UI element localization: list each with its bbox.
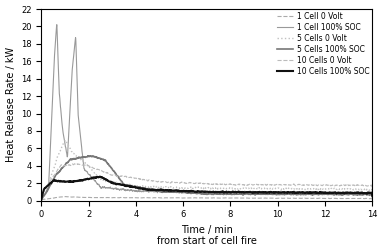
1 Cell 0 Volt (370, 198, 375, 201)
5 Cells 100% SOC (300, 193, 304, 196)
5 Cells 100% SOC (360, 194, 365, 197)
X-axis label: Time / min
from start of cell fire: Time / min from start of cell fire (157, 225, 257, 246)
5 Cells 0 Volt (370, 192, 375, 195)
1 Cell 0 Volt (300, 197, 304, 200)
1 Cell 100% SOC (300, 191, 304, 194)
5 Cells 100% SOC (88, 154, 93, 157)
10 Cells 100% SOC (98, 175, 102, 178)
1 Cell 0 Volt (360, 197, 365, 200)
1 Cell 100% SOC (200, 191, 205, 194)
1 Cell 0 Volt (360, 197, 365, 200)
5 Cells 0 Volt (360, 187, 365, 191)
Legend: 1 Cell 0 Volt, 1 Cell 100% SOC, 5 Cells 0 Volt, 5 Cells 100% SOC, 10 Cells 0 Vol: 1 Cell 0 Volt, 1 Cell 100% SOC, 5 Cells … (276, 11, 370, 76)
10 Cells 0 Volt (192, 182, 196, 185)
10 Cells 0 Volt (300, 184, 304, 187)
1 Cell 0 Volt (56, 196, 61, 199)
5 Cells 0 Volt (39, 196, 44, 199)
10 Cells 0 Volt (200, 182, 205, 185)
Line: 1 Cell 0 Volt: 1 Cell 0 Volt (41, 197, 372, 200)
Y-axis label: Heat Release Rate / kW: Heat Release Rate / kW (6, 47, 16, 162)
5 Cells 0 Volt (300, 188, 304, 191)
5 Cells 0 Volt (200, 186, 205, 190)
5 Cells 100% SOC (370, 195, 375, 198)
10 Cells 100% SOC (56, 179, 61, 182)
5 Cells 0 Volt (56, 154, 61, 157)
Line: 10 Cells 100% SOC: 10 Cells 100% SOC (41, 177, 372, 199)
10 Cells 100% SOC (360, 192, 365, 195)
1 Cell 100% SOC (360, 191, 365, 194)
1 Cell 0 Volt (192, 196, 196, 199)
Line: 5 Cells 0 Volt: 5 Cells 0 Volt (41, 140, 372, 198)
10 Cells 0 Volt (360, 184, 365, 187)
10 Cells 0 Volt (360, 184, 365, 187)
1 Cell 100% SOC (56, 70, 61, 73)
1 Cell 0 Volt (200, 196, 205, 199)
1 Cell 0 Volt (64, 195, 68, 198)
5 Cells 100% SOC (56, 171, 61, 174)
10 Cells 0 Volt (39, 195, 44, 198)
10 Cells 100% SOC (200, 190, 205, 193)
10 Cells 0 Volt (74, 162, 79, 165)
1 Cell 100% SOC (192, 190, 196, 193)
Line: 5 Cells 100% SOC: 5 Cells 100% SOC (41, 156, 372, 199)
10 Cells 100% SOC (370, 194, 375, 197)
Line: 1 Cell 100% SOC: 1 Cell 100% SOC (41, 25, 372, 201)
5 Cells 0 Volt (360, 188, 365, 191)
10 Cells 0 Volt (56, 168, 61, 171)
10 Cells 100% SOC (192, 190, 196, 193)
10 Cells 100% SOC (39, 197, 44, 200)
5 Cells 100% SOC (192, 192, 196, 195)
10 Cells 100% SOC (360, 192, 365, 195)
1 Cell 100% SOC (360, 191, 365, 194)
5 Cells 0 Volt (63, 139, 67, 142)
1 Cell 0 Volt (39, 198, 44, 201)
5 Cells 100% SOC (360, 193, 365, 196)
5 Cells 100% SOC (200, 192, 205, 195)
Line: 10 Cells 0 Volt: 10 Cells 0 Volt (41, 164, 372, 197)
1 Cell 100% SOC (370, 194, 375, 197)
5 Cells 0 Volt (192, 187, 196, 190)
1 Cell 100% SOC (39, 199, 44, 202)
5 Cells 100% SOC (39, 198, 44, 201)
1 Cell 100% SOC (54, 23, 59, 26)
10 Cells 0 Volt (370, 190, 375, 193)
10 Cells 100% SOC (300, 191, 304, 194)
